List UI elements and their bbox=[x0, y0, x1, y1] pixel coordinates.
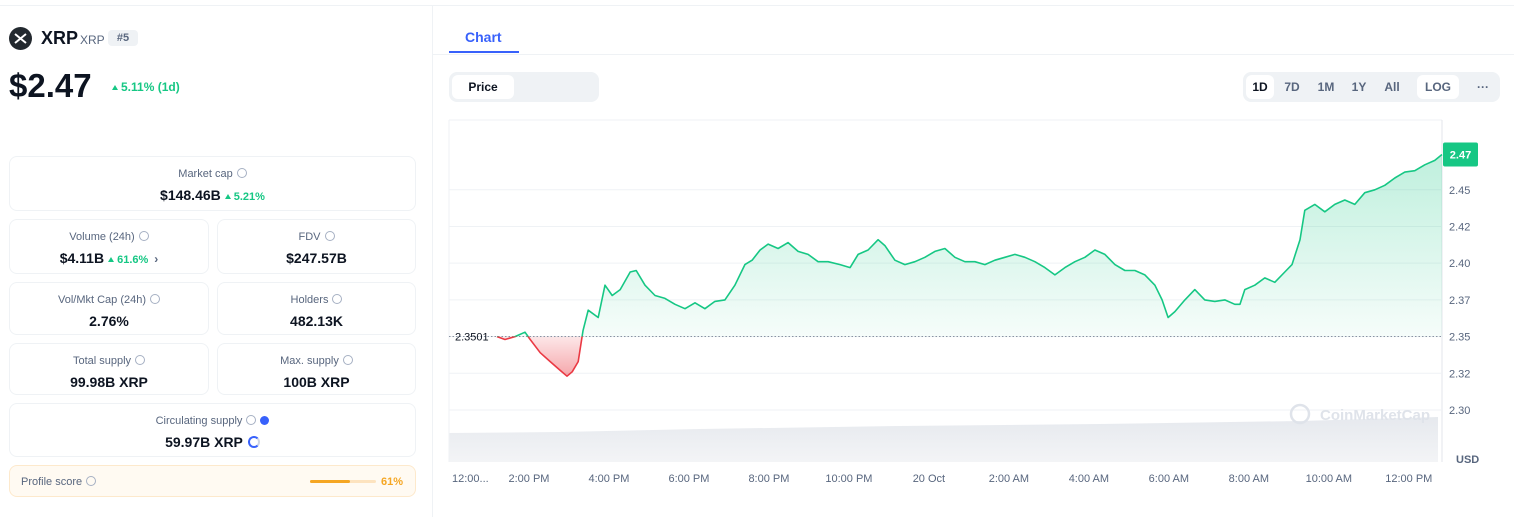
range-button[interactable]: All bbox=[1384, 80, 1400, 94]
stat-card: Holders 482.13K bbox=[217, 282, 416, 335]
stat-card: FDV $247.57B bbox=[217, 219, 416, 274]
baseline-label: 2.3501 bbox=[455, 331, 489, 343]
watermark-logo bbox=[1289, 403, 1311, 425]
stat-label: FDV bbox=[298, 231, 321, 243]
coin-name: XRP bbox=[41, 28, 79, 48]
stat-value: 2.76% bbox=[89, 313, 129, 329]
profile-score-value: 61% bbox=[381, 476, 404, 488]
x-tick-label: 8:00 PM bbox=[748, 473, 789, 485]
price-line bbox=[496, 153, 1443, 377]
x-tick-label: 6:00 AM bbox=[1149, 473, 1189, 485]
y-tick-label: 2.30 bbox=[1449, 405, 1470, 417]
stat-label: Vol/Mkt Cap (24h) bbox=[57, 294, 147, 306]
rank-badge: #5 bbox=[108, 30, 138, 46]
stat-value: 99.98B XRP bbox=[70, 374, 148, 390]
price: $2.47 bbox=[9, 67, 92, 104]
x-tick-label: 12:00... bbox=[452, 473, 489, 485]
stat-value: $247.57B bbox=[286, 250, 347, 266]
range-button[interactable]: 7D bbox=[1284, 80, 1300, 94]
info-panel: XRP XRP #5 $2.47 5.11% (1d) Market cap $1… bbox=[0, 0, 432, 517]
stat-change: 61.6% bbox=[117, 254, 149, 266]
stat-label: Circulating supply bbox=[155, 415, 243, 427]
chart-panel: Chart Price 1D 7D 1M 1Y All LOG ··· bbox=[433, 0, 1514, 517]
type-toggle: Price bbox=[449, 72, 599, 102]
x-tick-label: 6:00 PM bbox=[668, 473, 709, 485]
x-tick-label: 8:00 AM bbox=[1229, 473, 1269, 485]
stat-value: $148.46B bbox=[160, 187, 221, 203]
y-axis-label: USD bbox=[1456, 454, 1479, 466]
coin-logo bbox=[9, 27, 32, 50]
x-tick-label: 10:00 AM bbox=[1306, 473, 1352, 485]
stat-card: Vol/Mkt Cap (24h) 2.76% bbox=[9, 282, 209, 335]
stat-label: Holders bbox=[290, 294, 329, 306]
range-toggle: 1D 7D 1M 1Y All LOG ··· bbox=[1243, 72, 1500, 102]
stat-change: 5.21% bbox=[233, 191, 265, 203]
price-change-text: 5.11% (1d) bbox=[121, 80, 180, 94]
tab-rule bbox=[433, 54, 1514, 55]
x-tick-label: 2:00 AM bbox=[989, 473, 1029, 485]
stat-value: 100B XRP bbox=[283, 374, 350, 390]
top-rule bbox=[0, 5, 1514, 6]
stat-card: Max. supply 100B XRP bbox=[217, 343, 416, 395]
range-button[interactable]: 1D bbox=[1246, 75, 1274, 99]
more-button[interactable]: ··· bbox=[1477, 80, 1489, 94]
stat-value: $4.11B bbox=[59, 250, 105, 266]
x-tick-label: 4:00 PM bbox=[588, 473, 629, 485]
volume-background bbox=[449, 417, 1438, 462]
watermark: CoinMarketCap bbox=[1320, 407, 1430, 424]
y-tick-label: 2.42 bbox=[1449, 221, 1470, 233]
stat-label: Market cap bbox=[178, 168, 233, 180]
x-tick-label: 2:00 PM bbox=[508, 473, 549, 485]
stat-label: Max. supply bbox=[280, 355, 339, 367]
stat-value: 59.97B XRP bbox=[165, 434, 243, 450]
price-change: 5.11% (1d) bbox=[112, 80, 180, 94]
price-tag bbox=[1443, 142, 1478, 167]
coin-symbol: XRP bbox=[80, 33, 105, 47]
stat-card[interactable]: Volume (24h) $4.11B 61.6% › bbox=[9, 219, 209, 274]
price-button[interactable]: Price bbox=[452, 75, 514, 99]
stat-card: Total supply 99.98B XRP bbox=[9, 343, 209, 395]
y-tick-label: 2.45 bbox=[1449, 185, 1470, 197]
y-tick-label: 2.35 bbox=[1449, 332, 1470, 344]
profile-score-bar bbox=[310, 480, 351, 483]
x-tick-label: 10:00 PM bbox=[825, 473, 872, 485]
tab-underline bbox=[449, 51, 519, 53]
divider bbox=[432, 5, 433, 517]
y-tick-label: 2.37 bbox=[1449, 295, 1470, 307]
y-tick-label: 2.40 bbox=[1449, 258, 1470, 270]
range-button[interactable]: 1Y bbox=[1351, 80, 1367, 94]
tab[interactable]: Chart bbox=[465, 29, 502, 45]
stat-label: Total supply bbox=[72, 355, 132, 367]
x-tick-label: 20 Oct bbox=[913, 473, 945, 485]
price-tag-label: 2.47 bbox=[1450, 150, 1471, 162]
profile-score-card[interactable]: Profile score 61% bbox=[9, 465, 416, 497]
price-area bbox=[496, 154, 1442, 377]
stat-card: Circulating supply 59.97B XRP bbox=[9, 403, 416, 457]
stat-value: 482.13K bbox=[290, 313, 343, 329]
stat-label: Volume (24h) bbox=[69, 231, 135, 243]
x-tick-label: 12:00 PM bbox=[1385, 473, 1432, 485]
x-tick-label: 4:00 AM bbox=[1069, 473, 1109, 485]
range-button[interactable]: 1M bbox=[1317, 80, 1335, 94]
y-tick-label: 2.32 bbox=[1449, 368, 1470, 380]
log-button[interactable]: LOG bbox=[1417, 75, 1459, 99]
profile-score-label: Profile score bbox=[21, 476, 83, 488]
stat-card: Market cap $148.46B 5.21% bbox=[9, 156, 416, 211]
profile-score-track bbox=[310, 480, 376, 483]
